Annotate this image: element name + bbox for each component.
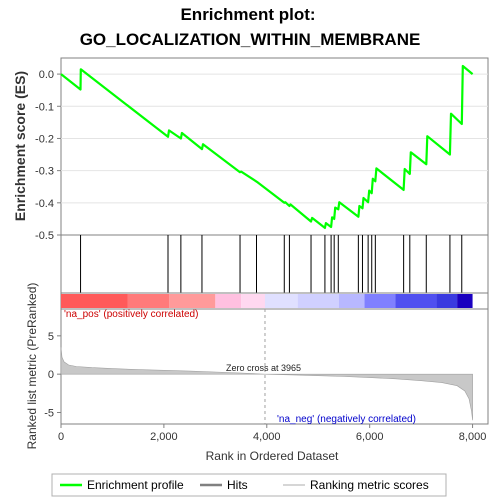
x-tick-label: 6,000 [356,431,384,443]
legend-box [51,473,447,497]
x-axis-title: Rank in Ordered Dataset [206,449,339,463]
heatmap-segment [457,294,473,308]
pos-correlated-label: 'na_pos' (positively correlated) [64,309,198,320]
es-axis-title: Enrichment score (ES) [12,71,28,221]
heatmap-segment [61,294,128,308]
es-ytick-label: -0.5 [35,230,54,242]
heatmap-segment [297,294,339,308]
chart-title-line1: Enrichment plot: [180,5,315,24]
legend-label: Enrichment profile [87,478,184,492]
ranking-metric-area [60,347,473,421]
es-ytick-label: -0.1 [35,101,54,113]
heatmap-segment [364,294,396,308]
heatmap-segment [436,294,458,308]
chart-title-line2: GO_LOCALIZATION_WITHIN_MEMBRANE [80,30,421,49]
ranked-axis-title: Ranked list metric (PreRanked) [25,283,39,450]
heatmap-segment [264,294,298,308]
heatmap-segment [127,294,170,308]
ranked-ytick-label: -5 [44,408,54,420]
heatmap-segment [169,294,216,308]
zero-cross-label: Zero cross at 3965 [226,363,301,373]
x-tick-label: 8,000 [459,431,487,443]
x-tick-label: 2,000 [150,431,178,443]
legend-label: Hits [227,478,248,492]
ranked-ytick-label: 5 [48,331,54,343]
hits-panel-frame [60,234,489,294]
es-panel-frame [60,57,489,236]
legend-label: Ranking metric scores [310,478,429,492]
heatmap-segment [241,294,265,308]
x-tick-label: 4,000 [253,431,281,443]
x-tick-label: 0 [58,431,64,443]
enrichment-profile-line [60,64,474,229]
es-ytick-label: -0.2 [35,133,54,145]
es-ytick-label: -0.3 [35,166,54,178]
es-ytick-label: -0.4 [35,198,54,210]
heatmap-segment [395,294,437,308]
es-ytick-label: 0.0 [39,69,54,81]
heatmap-segment [215,294,242,308]
neg-correlated-label: 'na_neg' (negatively correlated) [277,414,416,425]
heatmap-segment [338,294,365,308]
ranked-ytick-label: 0 [48,369,54,381]
ranked-panel-frame [60,308,489,425]
